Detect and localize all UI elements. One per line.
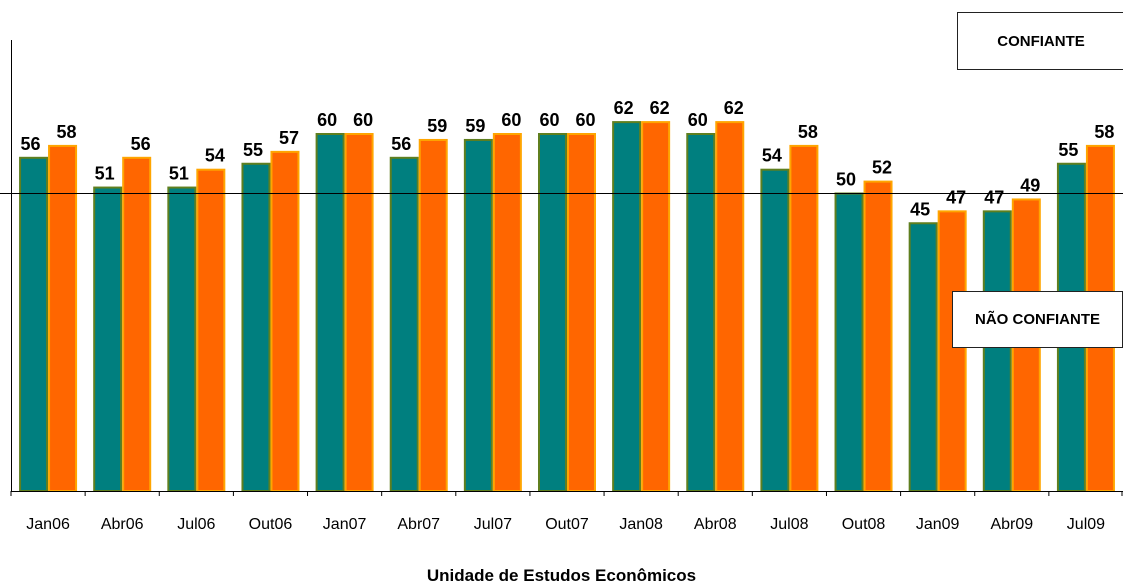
footer-text: Unidade de Estudos Econômicos	[426, 566, 697, 585]
data-label: 60	[539, 110, 559, 130]
data-label: 62	[724, 98, 744, 118]
x-tick-label: Jul08	[770, 516, 808, 533]
bar-series1	[167, 186, 197, 493]
x-tick-label: Abr06	[101, 516, 144, 533]
bar-series1	[241, 162, 271, 492]
bar-series2	[937, 210, 967, 492]
data-label: 51	[95, 164, 115, 184]
data-label: 59	[465, 116, 485, 136]
data-label: 49	[1020, 175, 1040, 195]
data-label: 56	[131, 134, 151, 154]
bar-series2	[122, 156, 152, 493]
data-label: 47	[946, 187, 966, 207]
x-tick-label: Abr07	[397, 516, 440, 533]
data-label: 54	[762, 146, 782, 166]
bar-series1	[834, 192, 864, 492]
data-label: 55	[243, 140, 263, 160]
bar-series2	[715, 121, 745, 492]
data-label: 60	[501, 110, 521, 130]
bar-series2	[789, 144, 819, 492]
x-tick-label: Jan08	[619, 516, 663, 533]
data-label: 59	[427, 116, 447, 136]
x-tick-label: Jan07	[323, 516, 367, 533]
data-label: 52	[872, 158, 892, 178]
x-tick-label: Jul07	[474, 516, 512, 533]
bar-series2	[567, 133, 596, 492]
data-label: 45	[910, 199, 930, 219]
data-label: 50	[836, 170, 856, 190]
bar-series1	[760, 168, 790, 492]
data-label: 47	[984, 187, 1004, 207]
data-label: 55	[1058, 140, 1078, 160]
bar-series2	[196, 168, 226, 492]
confiante-label: CONFIANTE	[957, 12, 1123, 70]
bar-series2	[48, 144, 78, 492]
data-label: 56	[391, 134, 411, 154]
bar-series1	[612, 121, 642, 492]
data-label: 62	[614, 98, 634, 118]
bar-series2	[270, 150, 300, 492]
x-tick-label: Out08	[842, 516, 886, 533]
x-tick-label: Abr08	[694, 516, 737, 533]
bar-series2	[863, 180, 893, 492]
data-label: 58	[798, 122, 818, 142]
x-tick-label: Jan06	[26, 516, 70, 533]
bar-series2	[418, 138, 448, 492]
x-tick-label: Jul09	[1067, 516, 1105, 533]
bar-series1	[389, 156, 419, 493]
bar-series1	[982, 210, 1012, 492]
x-tick-label: Out06	[249, 516, 293, 533]
bar-series1	[538, 133, 567, 492]
bar-series1	[19, 156, 49, 493]
data-label: 54	[205, 146, 225, 166]
data-label: 60	[317, 110, 337, 130]
bar-series1	[463, 138, 493, 492]
data-label: 60	[353, 110, 373, 130]
data-label: 51	[169, 164, 189, 184]
bar-series1	[93, 186, 123, 493]
x-tick-label: Out07	[545, 516, 589, 533]
data-label: 60	[688, 110, 708, 130]
bar-series2	[492, 133, 522, 492]
data-label: 58	[1094, 122, 1114, 142]
bar-series1	[315, 133, 345, 492]
data-label: 62	[650, 98, 670, 118]
data-label: 60	[575, 110, 595, 130]
bar-series1	[908, 222, 938, 492]
x-tick-label: Jul06	[177, 516, 215, 533]
bar-series2	[344, 133, 374, 492]
data-label: 58	[57, 122, 77, 142]
x-tick-label: Abr09	[990, 516, 1033, 533]
nao-confiante-label: NÃO CONFIANTE	[952, 291, 1123, 348]
bar-series1	[686, 133, 716, 492]
data-label: 56	[21, 134, 41, 154]
bar-series2	[641, 121, 671, 492]
data-label: 57	[279, 128, 299, 148]
x-tick-label: Jan09	[916, 516, 960, 533]
